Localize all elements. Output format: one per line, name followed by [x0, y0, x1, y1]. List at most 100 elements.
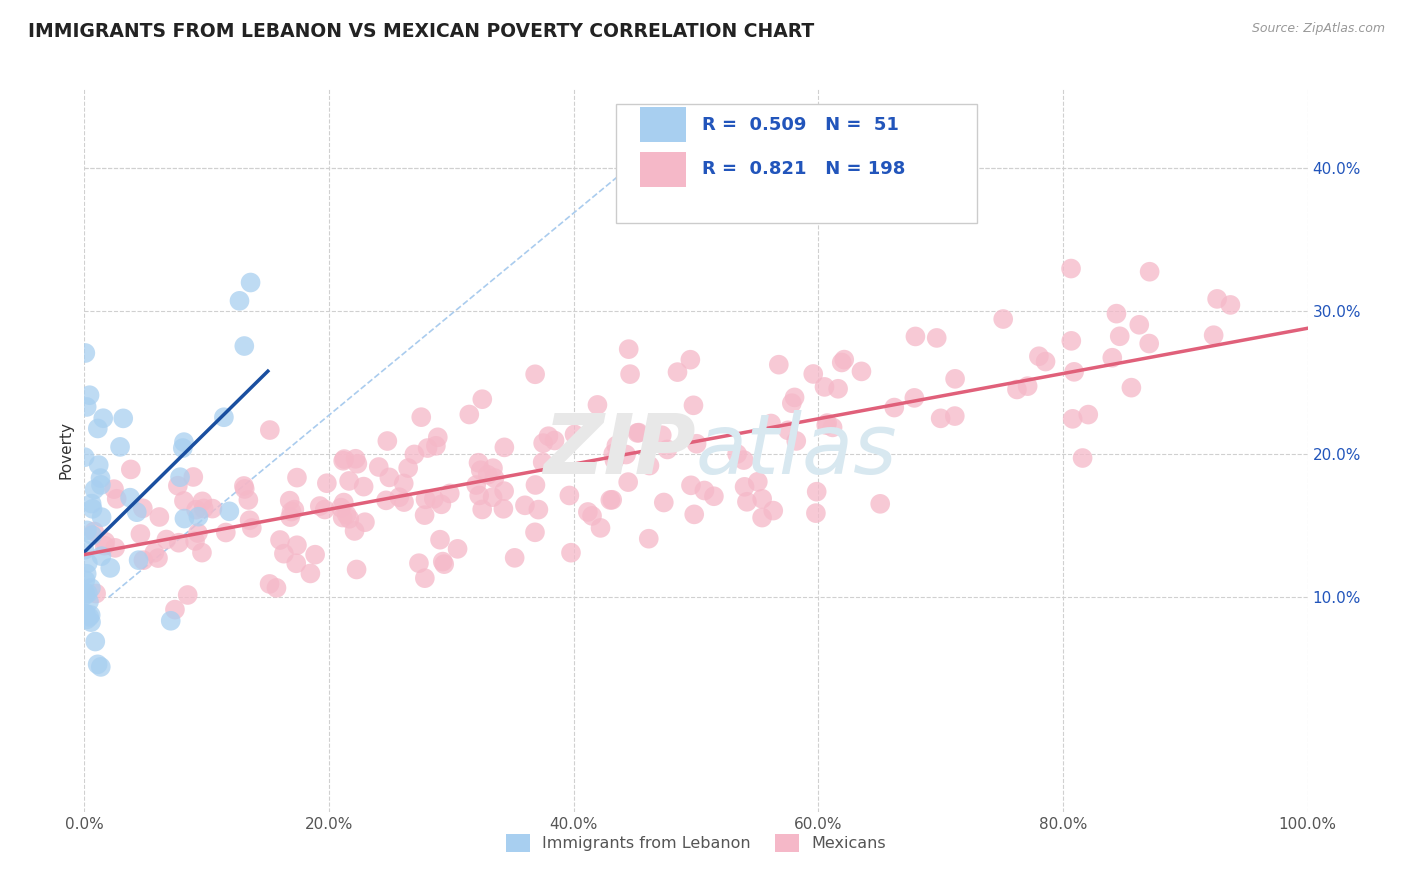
Point	[80, 497, 103, 511]
Point	[1062, 412, 1084, 426]
Point	[337, 474, 360, 488]
Point	[883, 401, 905, 415]
Point	[89, 471, 111, 485]
Point	[76, 612, 98, 626]
Point	[332, 454, 354, 468]
Point	[76, 524, 98, 538]
Point	[90, 478, 112, 492]
Point	[408, 556, 430, 570]
Point	[336, 508, 359, 522]
Point	[831, 355, 853, 369]
Point	[84, 586, 107, 600]
Point	[75, 573, 97, 587]
Point	[531, 455, 554, 469]
Point	[762, 503, 785, 517]
Point	[446, 541, 468, 556]
Point	[378, 470, 401, 484]
Point	[492, 501, 515, 516]
Point	[75, 607, 97, 621]
Point	[1017, 379, 1039, 393]
Point	[423, 491, 446, 506]
Point	[79, 610, 101, 624]
Point	[94, 534, 117, 549]
Point	[184, 533, 207, 548]
Point	[576, 505, 599, 519]
Point	[278, 493, 301, 508]
Point	[904, 329, 927, 343]
Point	[679, 352, 702, 367]
Point	[869, 497, 891, 511]
Point	[375, 493, 398, 508]
Point	[425, 439, 447, 453]
Point	[925, 331, 948, 345]
Point	[527, 502, 550, 516]
Point	[651, 428, 673, 442]
Point	[314, 502, 336, 516]
Point	[173, 494, 195, 508]
Point	[806, 484, 828, 499]
Point	[439, 486, 461, 500]
Point	[98, 561, 121, 575]
Point	[280, 504, 302, 518]
Point	[90, 660, 112, 674]
Point	[482, 461, 505, 475]
Point	[619, 367, 641, 381]
Point	[586, 398, 609, 412]
Point	[172, 441, 194, 455]
Point	[494, 441, 516, 455]
Point	[184, 502, 207, 516]
Point	[388, 490, 411, 504]
Text: Source: ZipAtlas.com: Source: ZipAtlas.com	[1251, 22, 1385, 36]
Point	[240, 521, 263, 535]
Point	[1219, 298, 1241, 312]
Point	[804, 506, 827, 520]
Point	[524, 478, 547, 492]
Point	[821, 420, 844, 434]
Point	[73, 607, 96, 621]
Point	[751, 491, 773, 506]
Point	[815, 418, 838, 433]
Point	[285, 556, 308, 570]
Point	[181, 470, 204, 484]
Point	[1005, 383, 1028, 397]
Point	[108, 440, 131, 454]
Point	[367, 460, 389, 475]
Point	[413, 508, 436, 522]
Point	[278, 510, 301, 524]
Point	[285, 538, 308, 552]
Point	[626, 425, 648, 440]
Point	[735, 495, 758, 509]
Point	[83, 483, 105, 497]
Point	[129, 527, 152, 541]
Point	[120, 462, 142, 476]
Point	[1202, 328, 1225, 343]
Point	[481, 490, 503, 504]
Point	[346, 457, 368, 471]
Point	[617, 475, 640, 489]
Point	[685, 436, 707, 450]
Point	[132, 501, 155, 516]
Point	[75, 346, 97, 360]
Point	[283, 502, 305, 516]
Point	[80, 615, 103, 629]
Point	[239, 513, 262, 527]
Point	[614, 448, 637, 462]
Point	[83, 524, 105, 539]
Point	[1101, 351, 1123, 365]
Point	[411, 410, 433, 425]
Point	[467, 456, 489, 470]
Point	[543, 434, 565, 448]
Point	[392, 476, 415, 491]
Point	[176, 588, 198, 602]
FancyBboxPatch shape	[640, 152, 686, 186]
Point	[187, 509, 209, 524]
Point	[273, 547, 295, 561]
Point	[187, 526, 209, 541]
Point	[458, 408, 481, 422]
Point	[733, 453, 755, 467]
Point	[76, 400, 98, 414]
Text: IMMIGRANTS FROM LEBANON VS MEXICAN POVERTY CORRELATION CHART: IMMIGRANTS FROM LEBANON VS MEXICAN POVER…	[28, 22, 814, 41]
Y-axis label: Poverty: Poverty	[58, 421, 73, 480]
Point	[163, 602, 186, 616]
Point	[560, 546, 582, 560]
